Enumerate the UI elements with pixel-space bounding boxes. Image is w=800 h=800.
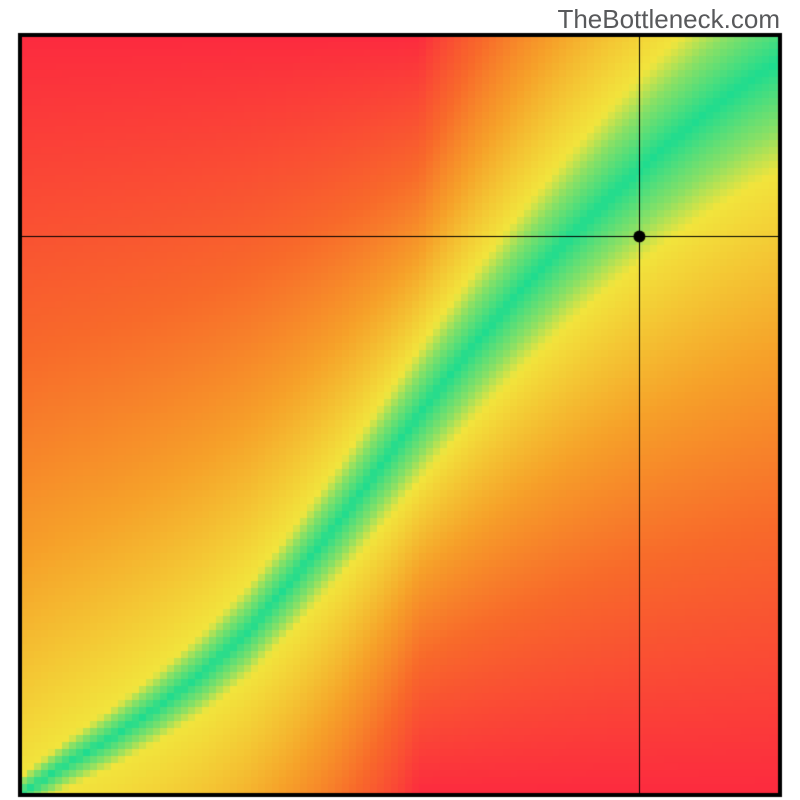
watermark-text: TheBottleneck.com [557,4,780,35]
chart-container: TheBottleneck.com [0,0,800,800]
bottleneck-heatmap [0,0,800,800]
